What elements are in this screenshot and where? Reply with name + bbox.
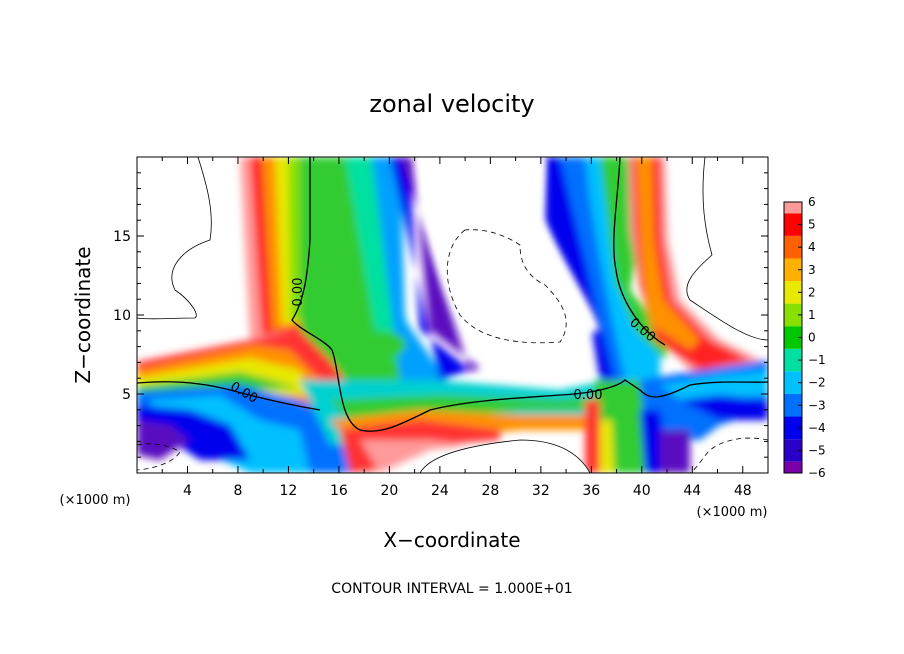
chart-title: zonal velocity [369,90,534,118]
x-tick-label: 4 [183,483,192,499]
y-axis: 5 10 15 [113,172,768,458]
dashed-contours [137,229,768,473]
colorbar-swatch [784,281,802,304]
colorbar-tick-label: 2 [808,285,816,299]
contour-line [689,437,768,473]
contour-line [137,157,212,320]
x-units-left: (×1000 m) [60,493,131,508]
colorbar-tick-label: 5 [808,218,816,232]
colorbar-swatch [784,326,802,349]
colorbar-swatch [784,416,802,440]
x-tick-label: 12 [280,483,298,499]
colorbar-tick-label: 6 [808,195,816,209]
contour-line [137,443,181,471]
x-tick-label: 44 [683,483,701,499]
colorbar-tick-label: −4 [808,421,826,435]
contour-line [446,229,567,344]
colorbar-swatch [784,371,802,394]
x-axis-title: X−coordinate [383,528,520,552]
x-axis: 4 8 12 16 20 24 28 32 36 40 44 48 [161,157,769,499]
colorbar-tick-label: −5 [808,443,826,457]
contour-interval-note: CONTOUR INTERVAL = 1.000E+01 [331,581,572,597]
colorbar-tick-label: −3 [808,398,826,412]
x-tick-label: 40 [633,483,651,499]
colorbar-tick-label: 1 [808,308,816,322]
colorbar-swatch [784,235,802,259]
contour-line [419,439,591,473]
velocity-field [137,157,768,473]
colorbar-tick-label: 4 [808,240,816,254]
x-tick-label: 16 [330,483,348,499]
contour-label: 0.00 [291,278,306,307]
contour-line [686,157,768,341]
colorbar-swatch [784,348,802,372]
colorbar-swatch [784,439,802,462]
x-tick-label: 28 [481,483,499,499]
contour-line [291,157,768,432]
y-tick-label: 10 [113,308,131,324]
contour-line [137,381,321,411]
colorbar-swatch [784,213,802,236]
colorbar-tick-label: −2 [808,376,826,390]
x-tick-label: 20 [380,483,398,499]
zero-contours [137,157,768,432]
x-tick-label: 48 [734,483,752,499]
y-tick-label: 5 [122,387,131,403]
colorbar-tick-label: −1 [808,353,826,367]
thin-contours [137,157,768,473]
contour-line [613,157,666,346]
x-tick-label: 32 [532,483,550,499]
colorbar-swatch [784,202,802,214]
colorbar-tick-label: −6 [808,466,826,480]
x-tick-label: 36 [582,483,600,499]
colorbar: 6 5 4 3 2 1 0 −1 −2 −3 −4 −5 −6 [783,195,826,480]
x-tick-label: 24 [431,483,449,499]
y-axis-title: Z−coordinate [71,246,95,383]
x-tick-label: 8 [233,483,242,499]
colorbar-swatch [784,258,802,282]
contour-label: 0.00 [574,388,603,403]
x-units-right: (×1000 m) [697,505,768,520]
colorbar-swatch [784,393,802,417]
colorbar-tick-label: 0 [808,331,816,345]
y-tick-label: 15 [113,229,131,245]
colorbar-swatch [784,461,802,473]
colorbar-tick-label: 3 [808,263,816,277]
colorbar-swatch [784,303,802,327]
